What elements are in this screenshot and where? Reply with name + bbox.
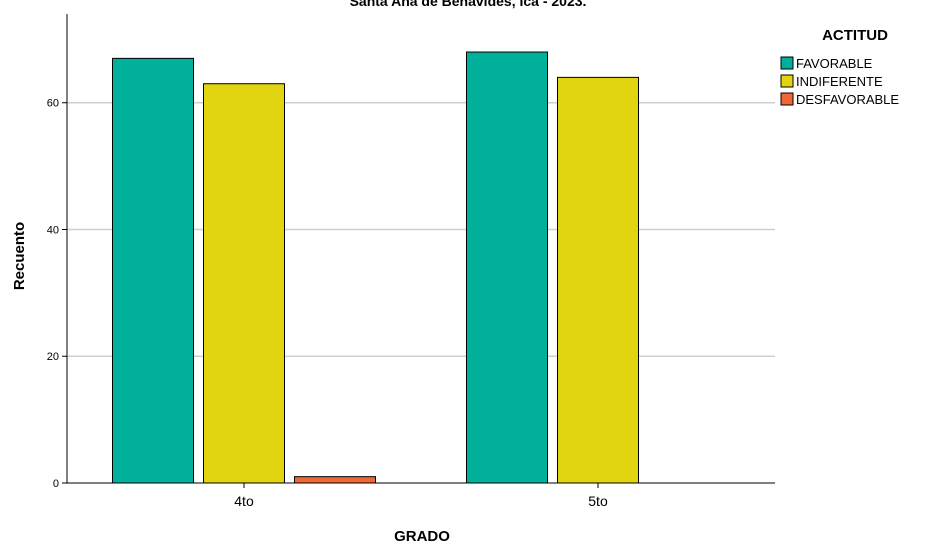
bar-favorable-4to	[112, 57, 194, 484]
x-categories: 4to 5to	[234, 483, 608, 509]
bar-desfavorable-4to	[294, 476, 376, 484]
bar-favorable-5to	[466, 51, 548, 484]
y-ticks: 0 20 40 60	[47, 98, 67, 490]
legend-label: INDIFERENTE	[796, 74, 883, 89]
y-tick-label: 0	[53, 478, 59, 490]
x-axis-title: GRADO	[394, 528, 450, 545]
legend-label: DESFAVORABLE	[796, 92, 899, 107]
x-category-label: 5to	[588, 493, 608, 509]
bars	[112, 51, 639, 484]
legend-swatch	[780, 92, 794, 106]
y-tick-label: 60	[47, 98, 59, 110]
bar-indiferente-4to	[203, 83, 285, 484]
y-tick-label: 20	[47, 351, 59, 363]
legend-swatch	[780, 56, 794, 70]
legend-title: ACTITUD	[822, 27, 888, 44]
legend-label: FAVORABLE	[796, 56, 873, 71]
y-axis-title: Recuento	[11, 222, 28, 290]
bar-indiferente-5to	[557, 76, 639, 484]
legend-swatch	[780, 74, 794, 88]
x-category-label: 4to	[234, 493, 254, 509]
legend: ACTITUD FAVORABLE INDIFERENTE DESFAVORABLE	[780, 27, 899, 107]
chart-title: Santa Ana de Benavides, Ica - 2023.	[350, 0, 587, 9]
y-tick-label: 40	[47, 224, 59, 236]
